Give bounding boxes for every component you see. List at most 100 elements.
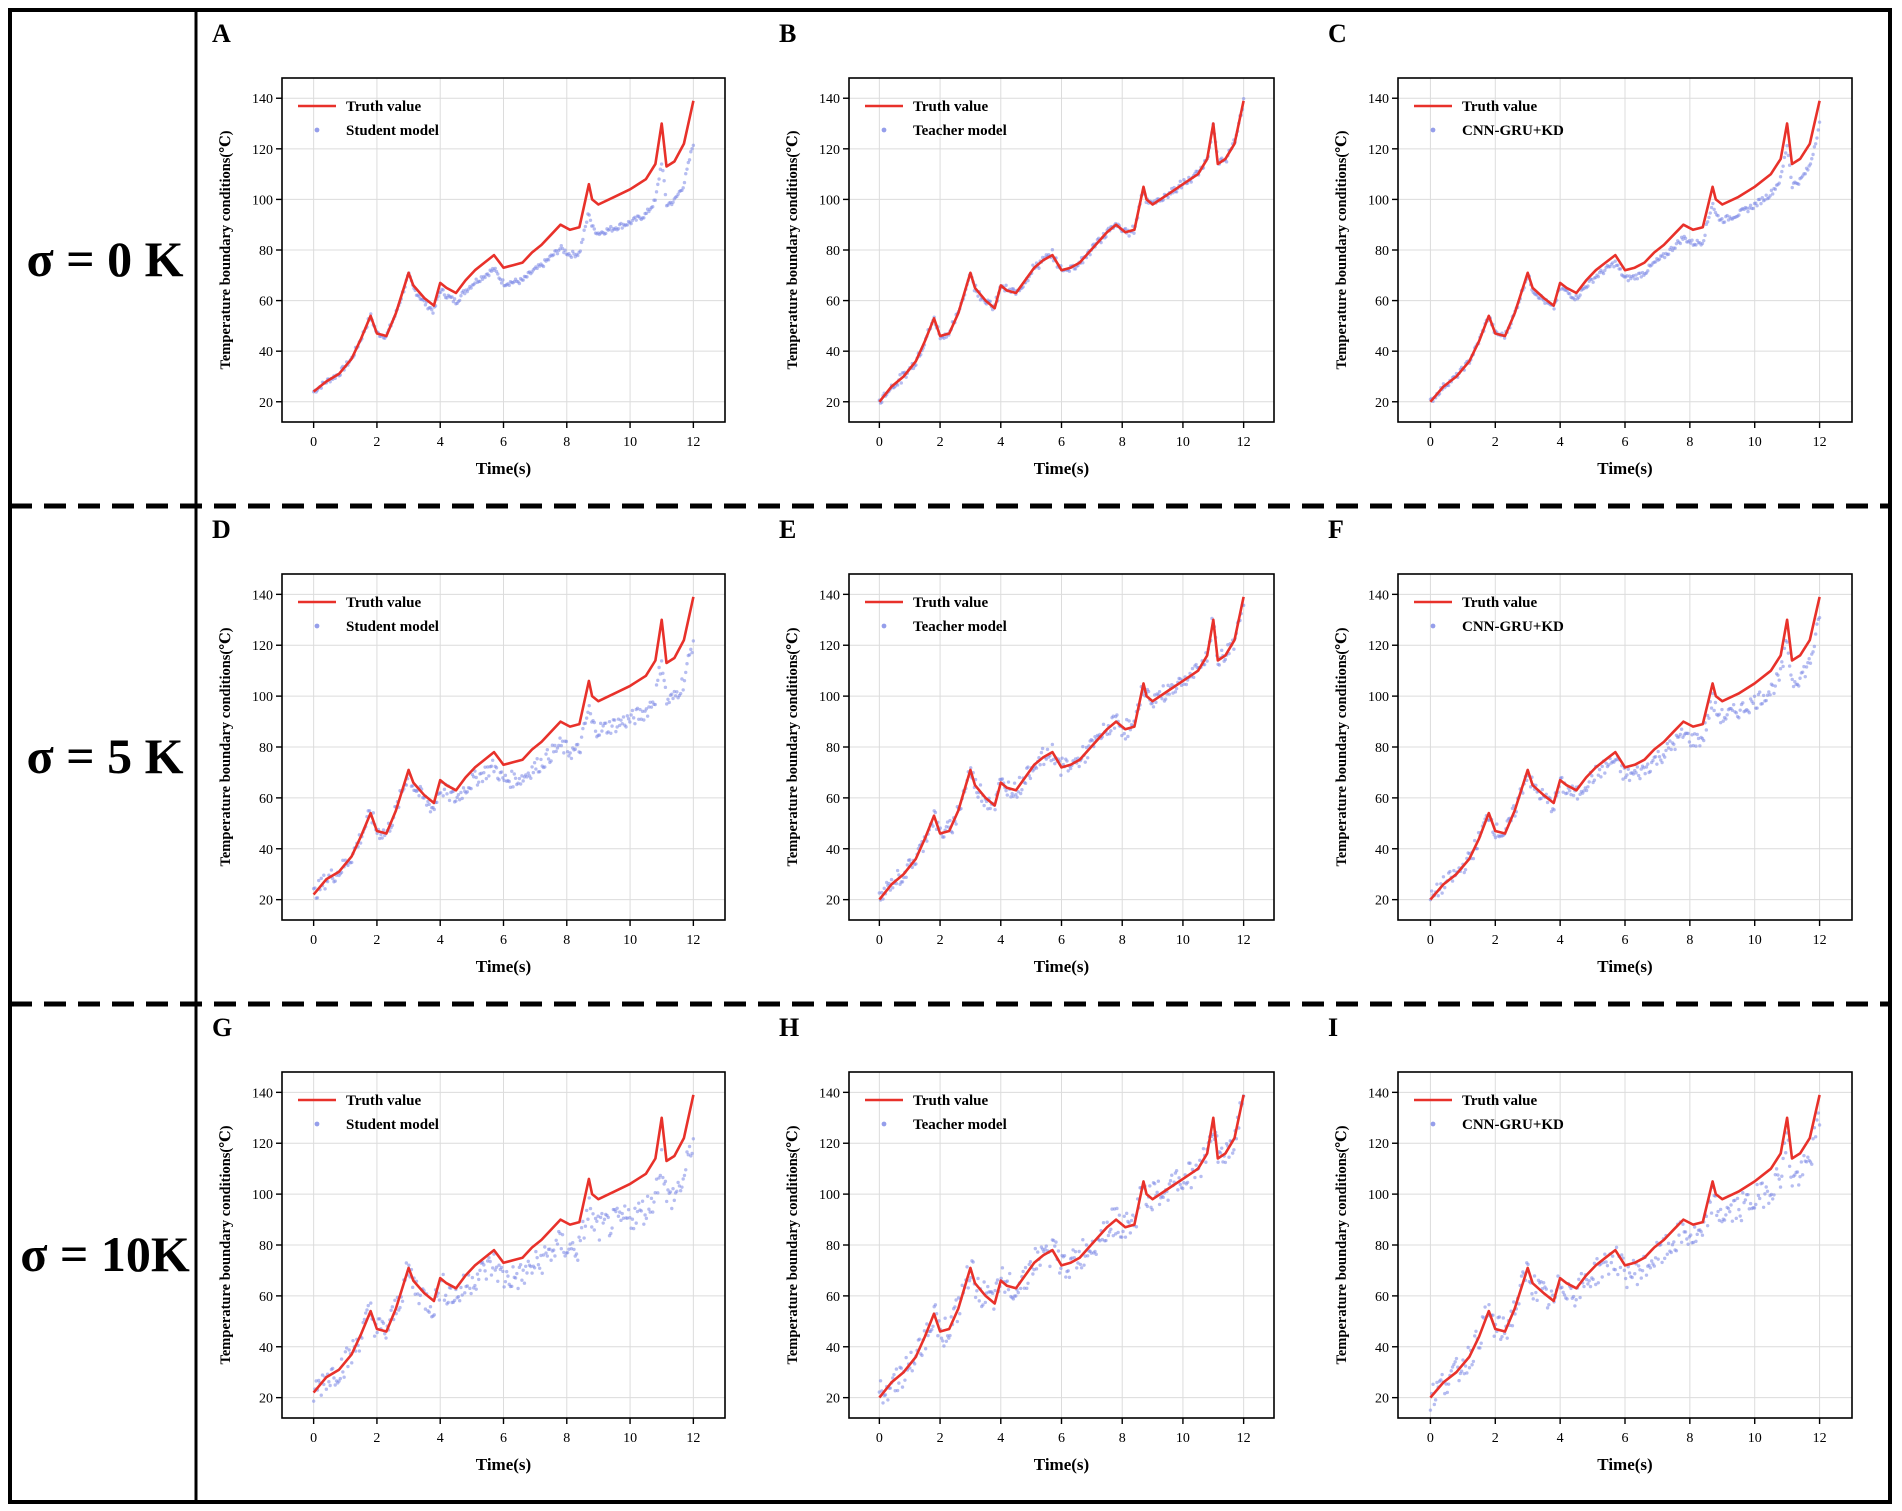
prediction-point <box>607 719 612 724</box>
prediction-point <box>609 224 613 229</box>
y-tick-label: 100 <box>819 1188 840 1203</box>
prediction-point <box>609 1231 613 1236</box>
prediction-point <box>445 296 449 300</box>
y-tick-label: 20 <box>826 894 840 909</box>
prediction-point <box>891 1376 895 1380</box>
prediction-point <box>460 796 464 801</box>
x-tick-label: 12 <box>686 933 700 948</box>
prediction-point <box>450 295 454 299</box>
prediction-point <box>678 691 683 696</box>
prediction-point <box>598 721 603 726</box>
prediction-point <box>1227 1155 1231 1159</box>
prediction-point <box>1603 268 1607 273</box>
prediction-point <box>1778 175 1783 179</box>
prediction-point <box>1085 756 1090 760</box>
prediction-point <box>663 1179 668 1184</box>
prediction-point <box>323 887 327 891</box>
prediction-point <box>1603 1252 1607 1256</box>
prediction-point <box>1773 1172 1778 1177</box>
prediction-point <box>1780 1174 1784 1178</box>
y-tick-label: 120 <box>1368 143 1389 158</box>
prediction-point <box>1573 1304 1577 1308</box>
y-tick-label: 140 <box>252 92 273 107</box>
prediction-point <box>1793 1173 1797 1177</box>
y-tick-label: 20 <box>1375 894 1389 909</box>
prediction-point <box>584 1208 589 1213</box>
prediction-point <box>576 1258 580 1262</box>
prediction-point <box>461 786 466 790</box>
prediction-point <box>1064 1275 1068 1279</box>
prediction-point <box>1771 1197 1775 1201</box>
prediction-point <box>543 765 547 769</box>
prediction-point <box>1491 830 1495 834</box>
prediction-point <box>1726 218 1731 222</box>
prediction-point <box>531 770 536 775</box>
prediction-point <box>623 1204 627 1208</box>
x-tick-label: 4 <box>437 933 444 948</box>
prediction-point <box>1466 1345 1470 1350</box>
prediction-point <box>973 1295 978 1300</box>
prediction-point <box>1772 1193 1776 1197</box>
prediction-point <box>1635 277 1640 281</box>
prediction-point <box>1721 719 1725 723</box>
prediction-point <box>1552 808 1556 812</box>
prediction-point <box>565 749 570 754</box>
prediction-point <box>1056 1249 1061 1253</box>
prediction-point <box>690 147 694 151</box>
prediction-point <box>1126 734 1130 739</box>
prediction-point <box>1154 700 1158 705</box>
prediction-point <box>1594 1282 1598 1287</box>
prediction-point <box>517 776 522 781</box>
prediction-point <box>1161 1195 1165 1200</box>
prediction-point <box>338 1376 343 1381</box>
x-tick-label: 2 <box>373 1431 380 1446</box>
prediction-point <box>1610 261 1615 265</box>
prediction-point <box>1751 701 1755 706</box>
prediction-point <box>444 1293 448 1298</box>
prediction-point <box>494 1265 499 1269</box>
prediction-point <box>597 1238 602 1242</box>
prediction-point <box>341 858 345 863</box>
prediction-point <box>1054 1240 1058 1244</box>
prediction-point <box>1543 301 1547 305</box>
prediction-point <box>417 1301 421 1306</box>
prediction-point <box>558 736 562 740</box>
prediction-point <box>480 779 485 784</box>
prediction-point <box>1722 220 1727 224</box>
prediction-point <box>1752 694 1757 699</box>
prediction-point <box>1205 659 1209 663</box>
panel-I: I 0 2 4 6 8 10 12 20 40 60 80 100 120 140 Time(s) Temper… <box>1328 1013 1853 1474</box>
prediction-point <box>1765 693 1770 697</box>
prediction-point <box>489 764 494 768</box>
prediction-point <box>1638 271 1642 275</box>
prediction-point <box>1599 775 1603 779</box>
prediction-point <box>926 1333 930 1338</box>
x-tick-label: 0 <box>876 1431 883 1446</box>
prediction-point <box>881 1401 885 1405</box>
prediction-point <box>1178 179 1182 184</box>
prediction-point <box>1188 1161 1192 1165</box>
prediction-point <box>1128 1231 1133 1235</box>
prediction-point <box>640 1199 645 1203</box>
truth-line <box>1429 100 1821 403</box>
y-tick-label: 120 <box>252 639 273 654</box>
panel-E: E 0 2 4 6 8 10 12 20 40 60 80 100 120 140 Time(s) Temper… <box>779 515 1275 976</box>
prediction-point <box>478 1268 482 1273</box>
prediction-point <box>1780 660 1784 664</box>
prediction-point <box>903 1378 907 1382</box>
prediction-point <box>1705 713 1710 718</box>
prediction-point <box>583 721 588 725</box>
prediction-point <box>1005 793 1009 797</box>
prediction-point <box>1653 1256 1658 1260</box>
prediction-point <box>1435 882 1439 886</box>
prediction-point <box>658 1173 663 1178</box>
x-tick-label: 2 <box>937 933 944 948</box>
prediction-point <box>393 1298 397 1302</box>
prediction-point <box>1672 1240 1676 1244</box>
prediction-point <box>647 705 651 709</box>
prediction-point <box>389 1308 393 1312</box>
prediction-point <box>1582 789 1586 793</box>
prediction-point <box>1031 1272 1035 1276</box>
prediction-point <box>633 721 637 726</box>
x-tick-label: 12 <box>686 435 700 450</box>
